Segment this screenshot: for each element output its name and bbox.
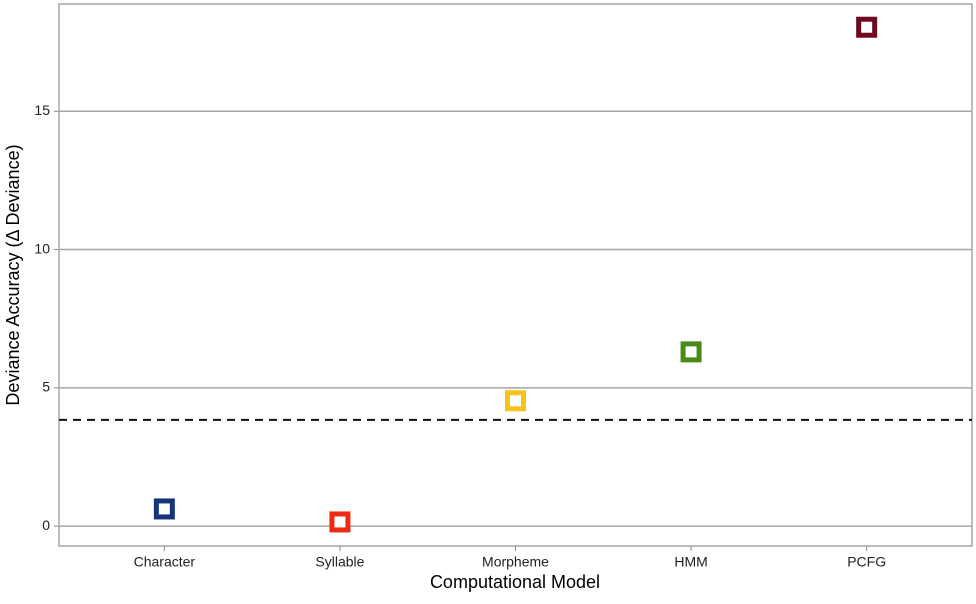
point xyxy=(153,498,175,520)
x-tick-label: Character xyxy=(134,554,196,570)
point xyxy=(856,16,878,38)
point xyxy=(329,511,351,533)
y-tick-label: 10 xyxy=(34,240,50,256)
y-tick-label: 5 xyxy=(42,379,50,395)
y-axis-title: Deviance Accuracy (Δ Deviance) xyxy=(3,144,23,405)
x-tick-label: PCFG xyxy=(847,554,886,570)
x-axis-title: Computational Model xyxy=(430,572,600,592)
point xyxy=(505,390,526,412)
x-tick-label: HMM xyxy=(674,554,707,570)
x-tick-label: Syllable xyxy=(315,554,364,570)
y-tick-label: 0 xyxy=(42,517,50,533)
plot-border xyxy=(58,3,973,547)
y-tick-label: 15 xyxy=(34,102,50,118)
x-tick-label: Morpheme xyxy=(482,554,549,570)
point xyxy=(680,341,702,363)
